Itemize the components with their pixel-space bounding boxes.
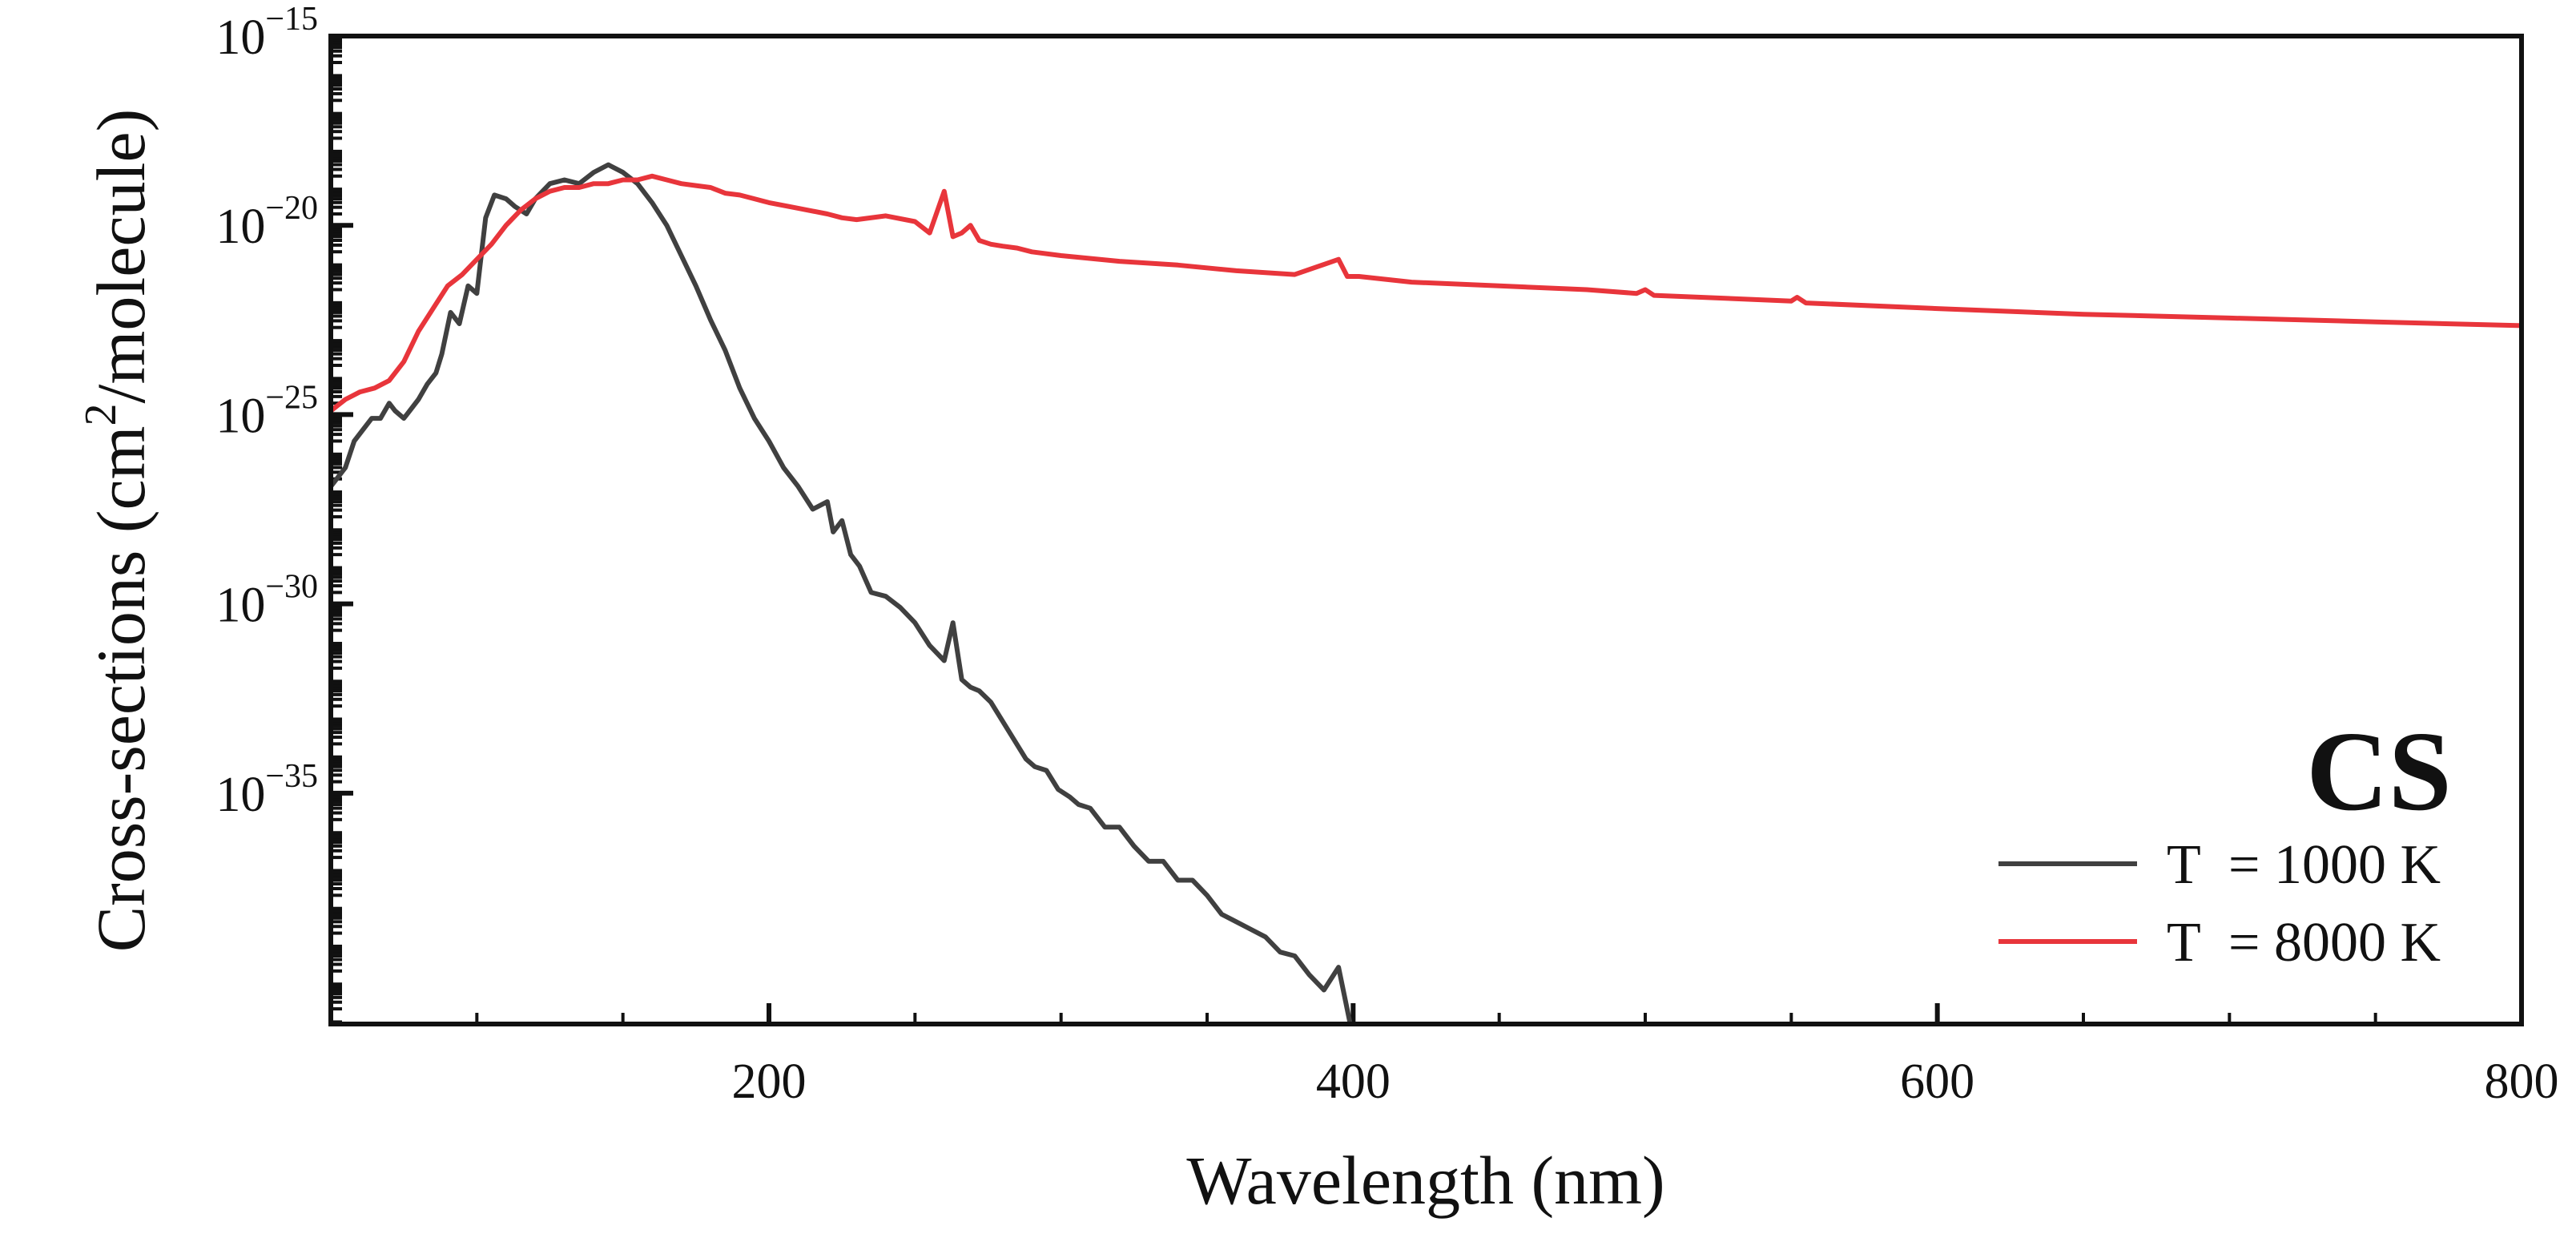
- y-axis-title-unit: /molecule): [83, 109, 159, 404]
- chart-title: CS: [2306, 708, 2452, 834]
- y-tick-label: 10−35: [215, 758, 318, 822]
- x-tick-label: 800: [2485, 1054, 2559, 1109]
- y-axis-title-superscript: 2: [76, 403, 126, 425]
- y-tick-label: 10−30: [215, 569, 318, 633]
- y-tick-label-exponent: −15: [265, 1, 318, 38]
- legend-label-8000k-name: T: [2167, 912, 2201, 974]
- plot-frame: [328, 34, 2524, 1026]
- y-tick-label: 10−20: [215, 190, 318, 254]
- x-axis-title: Wavelength (nm): [1186, 1142, 1664, 1219]
- y-axis-title: Cross-sections (cm2/molecule): [76, 109, 159, 953]
- x-tick-label: 200: [732, 1054, 807, 1109]
- legend: T = 1000 K T = 8000 K: [1998, 834, 2441, 974]
- y-tick-label-base: 10: [215, 768, 265, 822]
- series-line-t-8000-k: [328, 173, 2524, 413]
- legend-label-1000k-value: = 1000 K: [2228, 834, 2441, 896]
- series-layer: [328, 162, 2524, 1026]
- y-tick-label-base: 10: [215, 579, 265, 633]
- y-tick-label: 10−15: [215, 1, 318, 65]
- y-tick-label-exponent: −30: [265, 569, 318, 606]
- y-tick-label: 10−25: [215, 379, 318, 443]
- y-tick-label-exponent: −35: [265, 758, 318, 795]
- y-tick-label-base: 10: [215, 200, 265, 254]
- y-tick-label-exponent: −25: [265, 379, 318, 416]
- legend-label-1000k-name: T: [2167, 834, 2201, 896]
- legend-label-8000k-value: = 8000 K: [2228, 912, 2441, 974]
- y-axis-title-main: Cross-sections (cm: [83, 425, 159, 952]
- x-tick-label: 600: [1900, 1054, 1974, 1109]
- x-tick-labels: 200 400 600 800: [732, 1054, 2559, 1109]
- y-tick-label-exponent: −20: [265, 190, 318, 227]
- x-tick-label: 400: [1316, 1054, 1391, 1109]
- series-line-t-1000-k: [328, 162, 1353, 1026]
- y-tick-label-base: 10: [215, 389, 265, 443]
- y-tick-label-base: 10: [215, 10, 265, 65]
